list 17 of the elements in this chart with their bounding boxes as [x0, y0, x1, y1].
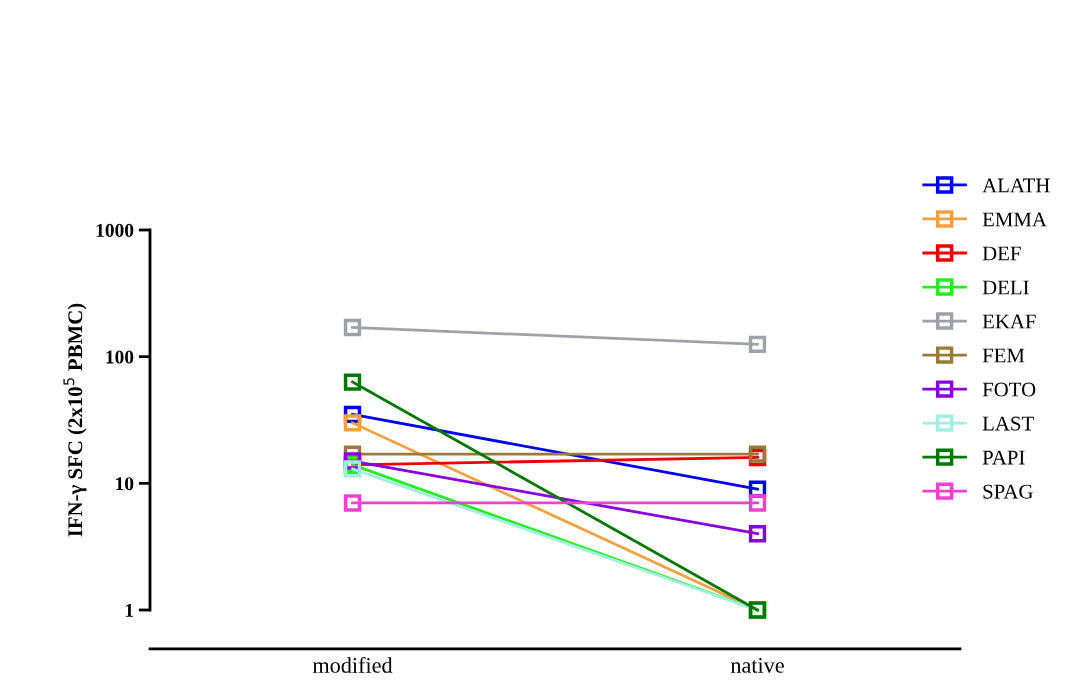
x-tick-label: native: [730, 657, 784, 673]
y-tick-label: 1: [125, 603, 134, 617]
legend-label: FOTO: [982, 382, 1036, 397]
y-tick-label: 10: [116, 477, 134, 491]
legend-label: DELI: [982, 280, 1029, 295]
y-axis-title: IFN-γ SFC (2x10$^{5}$ PBMC): [63, 303, 87, 537]
legend-label: LAST: [982, 416, 1034, 431]
legend-label: EKAF: [982, 314, 1036, 329]
legend-label: SPAG: [983, 484, 1033, 499]
y-tick-label: 1000: [96, 223, 134, 237]
legend-label: FEM: [982, 348, 1025, 363]
legend-label: EMMA: [982, 212, 1047, 227]
legend-label: ALATH: [982, 178, 1050, 193]
legend-label: PAPI: [982, 450, 1025, 465]
legend-label: DEF: [982, 246, 1021, 261]
x-tick-label: modified: [312, 657, 393, 673]
y-tick-label: 100: [106, 350, 134, 364]
